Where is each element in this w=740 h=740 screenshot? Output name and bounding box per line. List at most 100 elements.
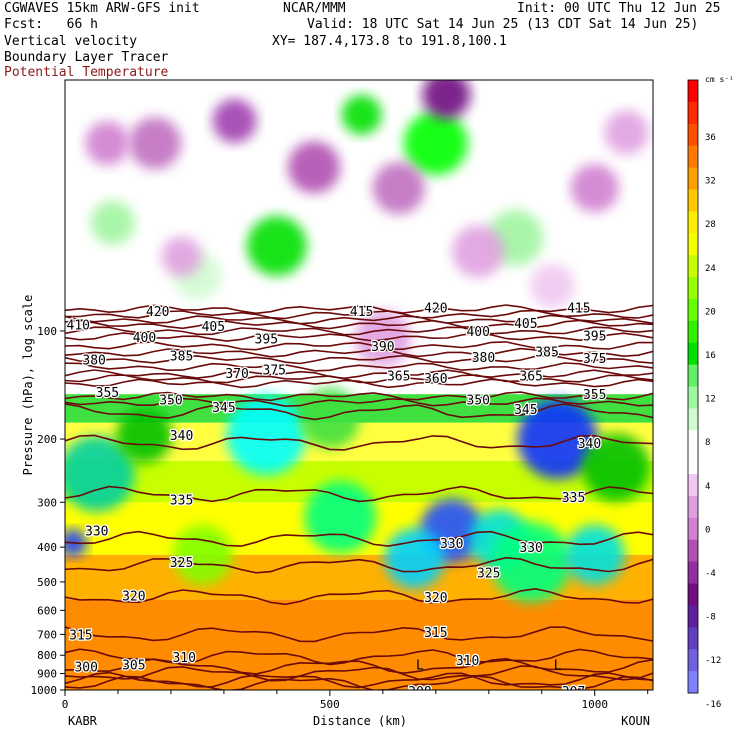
- colorbar-swatch: [688, 408, 698, 431]
- contour-label: 320: [424, 591, 447, 606]
- colorbar-label: 32: [705, 177, 716, 187]
- colorbar-label: 24: [705, 264, 716, 274]
- y-tick-label: 100: [37, 325, 57, 338]
- y-tick-label: 300: [37, 496, 57, 509]
- contour-label: 335: [562, 491, 585, 506]
- low-marker: L: [554, 659, 562, 674]
- contour-label: 375: [263, 363, 286, 378]
- colorbar-swatch: [688, 474, 698, 497]
- field-cell-20: [212, 98, 257, 143]
- theta-contour-307: [65, 675, 653, 690]
- theta-contour-360: [65, 378, 653, 389]
- plot-frame: [64, 79, 654, 691]
- contour-label: 350: [159, 393, 182, 408]
- field-cell-8: [304, 481, 377, 554]
- cross-section-coords: XY= 187.4,173.8 to 191.8,100.1: [272, 34, 507, 49]
- field-potential-temperature: Potential Temperature: [4, 65, 169, 80]
- colorbar-label: -16: [705, 700, 721, 710]
- colorbar-swatch: [688, 539, 698, 563]
- contour-label: 415: [350, 305, 373, 320]
- colorbar-swatch: [688, 649, 698, 672]
- colorbar-swatch: [688, 495, 698, 519]
- field-boundary-layer-tracer: Boundary Layer Tracer: [4, 50, 169, 65]
- field-cell-24: [129, 117, 182, 170]
- theta-contour-335: [65, 485, 653, 503]
- theta-contour-375: [65, 362, 653, 372]
- contour-label: 310: [456, 654, 479, 669]
- field-cell-11: [172, 524, 233, 585]
- colorbar-swatch: [688, 320, 698, 344]
- contour-label: 325: [477, 566, 500, 581]
- colorbar-label: 8: [705, 438, 710, 448]
- y-tick-label: 700: [37, 628, 57, 641]
- y-tick-label: 400: [37, 541, 57, 554]
- theta-contour-415: [65, 309, 653, 320]
- forecast-hour: Fcst: 66 h: [4, 17, 98, 32]
- field-cell-23: [372, 162, 425, 215]
- colorbar-swatch: [688, 605, 698, 628]
- field-cell-28: [161, 236, 202, 277]
- field-cell-1: [116, 407, 173, 464]
- colorbar-swatch: [688, 517, 698, 541]
- colorbar-swatch: [688, 233, 698, 256]
- colorbar-swatch: [688, 255, 698, 278]
- contour-label: 405: [202, 320, 225, 335]
- y-axis-label: Pressure (hPa), log scale: [21, 295, 35, 476]
- theta-contour-370: [65, 369, 653, 380]
- contour-label: 340: [578, 437, 601, 452]
- theta-contour-365: [65, 374, 653, 384]
- field-cell-15: [403, 111, 468, 176]
- contour-label: 375: [583, 352, 606, 367]
- contour-label: 415: [567, 301, 590, 316]
- field-vertical-velocity: Vertical velocity: [4, 34, 138, 49]
- colorbar-swatch: [688, 167, 698, 190]
- y-tick-label: 200: [37, 433, 57, 446]
- field-cell-16: [341, 94, 382, 135]
- colorbar-swatch: [688, 364, 698, 387]
- colorbar-label: 16: [705, 351, 716, 361]
- field-cell-9: [384, 528, 445, 589]
- theta-contour-308: [65, 671, 653, 689]
- theta-contour-355: [65, 391, 653, 402]
- x-tick-label: 500: [320, 698, 340, 711]
- x-tick-label: 0: [62, 698, 69, 711]
- start-station-label: KABR: [68, 714, 98, 728]
- colorbar-swatch: [688, 101, 698, 125]
- contour-label: 385: [535, 345, 558, 360]
- colorbar-swatch: [688, 561, 698, 585]
- x-axis-label: Distance (km): [313, 714, 407, 728]
- colorbar-swatch: [688, 298, 698, 322]
- contour-label: 320: [122, 589, 145, 604]
- contour-label: 350: [466, 393, 489, 408]
- contour-label: 330: [519, 541, 542, 556]
- contour-label: 370: [225, 367, 248, 382]
- contour-label: 345: [514, 403, 537, 418]
- theta-contour-400: [65, 326, 653, 336]
- colorbar-label: 28: [705, 220, 716, 230]
- end-station-label: KOUN: [621, 714, 650, 728]
- contour-label: 355: [583, 388, 606, 403]
- theta-contour-405: [65, 319, 653, 330]
- colorbar-label: 4: [705, 482, 710, 492]
- colorbar-swatch: [688, 277, 698, 300]
- colorbar-swatch: [688, 211, 698, 234]
- contour-label: 385: [170, 349, 193, 364]
- init-time: Init: 00 UTC Thu 12 Jun 25: [517, 1, 721, 16]
- y-tick-label: 800: [37, 649, 57, 662]
- contour-label: 400: [133, 331, 156, 346]
- field-cell-14: [246, 216, 307, 277]
- model-title: CGWAVES 15km ARW-GFS init: [4, 1, 200, 16]
- field-cell-13: [564, 524, 625, 585]
- field-cell-2: [226, 395, 307, 476]
- contour-label: 335: [170, 494, 193, 509]
- contour-label: 380: [472, 351, 495, 366]
- colorbar-label: 36: [705, 133, 716, 143]
- colorbar-frame: [687, 79, 699, 694]
- field-cell-22: [422, 80, 471, 119]
- x-tick-label: 1000: [581, 698, 608, 711]
- colorbar-unit: cm s⁻¹: [705, 75, 734, 84]
- y-tick-label: 900: [37, 668, 57, 681]
- contour-label: 340: [170, 429, 193, 444]
- colorbar-label: -12: [705, 656, 721, 666]
- theta-contour-320: [65, 587, 653, 606]
